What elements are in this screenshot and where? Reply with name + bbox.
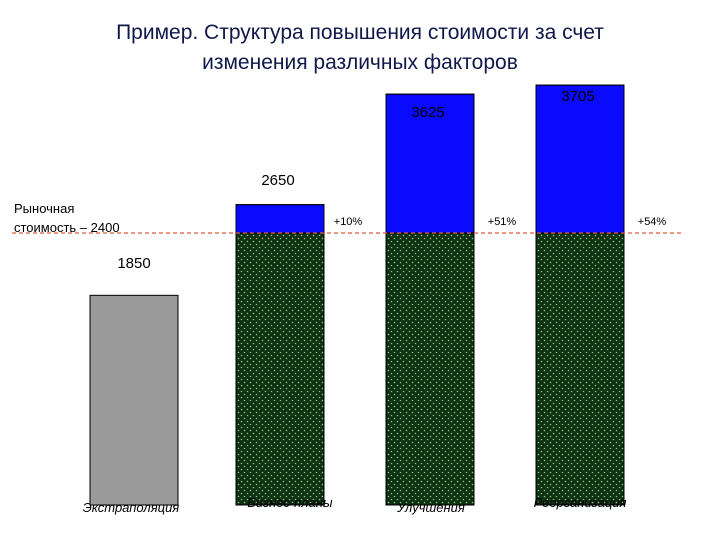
- chart-title: Пример. Структура повышения стоимости за…: [0, 18, 720, 78]
- bar-base-2: [386, 233, 474, 505]
- bar-outline-2: [385, 93, 475, 506]
- percent-label-2: +51%: [488, 216, 517, 228]
- bar-increment-3: [535, 84, 625, 234]
- value-label-4: 3705: [561, 88, 594, 105]
- bar-base-3: [536, 233, 624, 505]
- reference-label-line-1: Рыночная: [14, 201, 74, 216]
- reference-label-line-2: стоимость – 2400: [14, 220, 120, 235]
- value-label-1: 1850: [117, 255, 150, 272]
- bar-extrapolation: [89, 294, 179, 506]
- category-label-2: Бизнес-планы: [247, 495, 333, 510]
- percent-label-3: +54%: [638, 216, 667, 228]
- chart-title-line-1: Пример. Структура повышения стоимости за…: [116, 21, 604, 44]
- labels-group: 1850 2650 3625 3705 Рыночная стоимость – 2400…: [14, 88, 666, 515]
- category-label-1: Экстраполяция: [83, 500, 180, 515]
- bars-group: [12, 84, 682, 506]
- value-label-2: 2650: [261, 172, 294, 189]
- bar-outline-1: [235, 204, 325, 506]
- bar-base-1: [236, 233, 324, 505]
- percent-label-1: +10%: [334, 216, 363, 228]
- category-label-4: Реорганизация: [534, 495, 627, 510]
- bar-increment-2: [385, 93, 475, 234]
- category-label-3: Улучшения: [396, 500, 465, 515]
- value-label-3: 3625: [411, 104, 444, 121]
- bar-outline-3: [535, 84, 625, 506]
- chart-title-line-2: изменения различных факторов: [202, 51, 518, 74]
- bar-increment-1: [235, 204, 325, 234]
